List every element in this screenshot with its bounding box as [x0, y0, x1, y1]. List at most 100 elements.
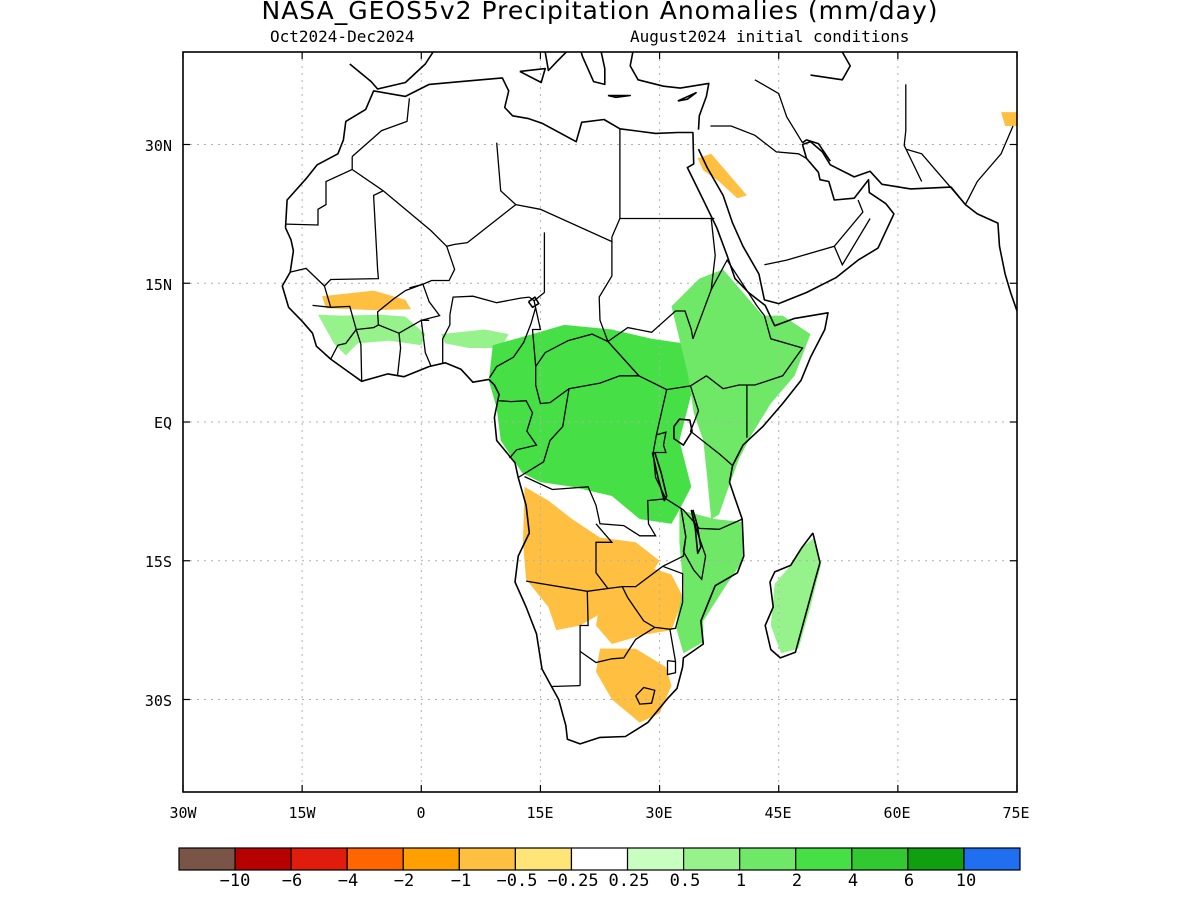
chart-title: NASA_GEOS5v2 Precipitation Anomalies (mm…	[261, 0, 939, 25]
west-africa-coast-wet-area	[318, 314, 426, 356]
border-algeria-mali	[351, 168, 517, 248]
border-niger-chad	[528, 232, 546, 302]
country-borders	[286, 79, 1014, 705]
border-ethiopia-somalia	[746, 306, 804, 386]
zambia-zimbabwe-dry-area	[596, 565, 684, 644]
border-ethiopia-kenya	[706, 375, 747, 390]
red-sea-dry-area	[1001, 112, 1017, 126]
border-congo-drc	[517, 388, 570, 479]
colorbar-swatch	[458, 847, 516, 871]
border-namibia-botswana	[579, 591, 589, 686]
greece-turkey-coast	[580, 52, 710, 130]
colorbar-swatch	[682, 847, 741, 871]
border-togo-ghana	[420, 319, 432, 366]
colorbar-label: 10	[955, 871, 977, 891]
colorbar-swatch	[402, 847, 460, 871]
border-iran-afghan	[903, 84, 923, 182]
africa-coastline	[281, 77, 829, 745]
colorbar-label: 6	[903, 871, 915, 891]
colorbar-swatch	[851, 847, 909, 871]
colorbar-swatch	[907, 847, 965, 871]
border-saudi-yemen	[764, 199, 864, 266]
colorbar-swatch	[626, 847, 685, 871]
border-nigeria-benin	[442, 314, 451, 363]
border-chad-sudan	[598, 241, 613, 342]
cyprus-coast	[677, 91, 697, 102]
border-arabia-borders	[710, 125, 807, 159]
border-botswana-south	[579, 626, 656, 664]
lon-label-45e: 45E	[764, 804, 792, 822]
colorbar-swatch	[795, 847, 853, 871]
border-rwanda-burundi	[653, 431, 667, 454]
colorbar-label: 0.5	[669, 871, 701, 891]
central-africa-wet-area	[488, 324, 700, 524]
border-guinea-north	[312, 304, 331, 308]
colorbar-label: 0.25	[608, 871, 650, 891]
border-senegal-mali	[290, 267, 332, 308]
lon-label-60e: 60E	[883, 804, 911, 822]
border-nigeria-cameroon	[489, 307, 537, 378]
colorbar-swatch	[346, 847, 404, 871]
sicily-coast	[519, 67, 547, 84]
border-car-borders	[535, 333, 641, 405]
lat-label-15s: 15S	[144, 553, 172, 571]
colorbar-swatch	[514, 847, 573, 871]
border-ghana-ivory	[396, 333, 402, 376]
colorbar-label: 1	[735, 871, 747, 891]
lon-label-15e: 15E	[526, 804, 554, 822]
lon-label-0: 0	[416, 804, 426, 822]
colorbar-swatch	[570, 847, 629, 871]
colorbar-swatch	[963, 847, 1021, 871]
border-pakistan-india	[905, 125, 1014, 206]
colorbar-label: −6	[281, 871, 303, 891]
south-africa-dry-area	[627, 671, 652, 695]
mozambique-wet-area	[675, 509, 743, 654]
lon-label-30w: 30W	[169, 804, 197, 822]
lat-label-15n: 15N	[144, 276, 172, 294]
border-sudan-ethiopia	[692, 218, 716, 340]
lake-chad	[527, 296, 540, 309]
border-libya-egypt	[611, 128, 621, 238]
crete-coast	[607, 94, 632, 99]
forecast-period: Oct2024-Dec2024	[270, 27, 415, 46]
west-africa-coast-wet-area	[441, 329, 509, 348]
border-uganda-kenya-tanzania	[689, 385, 734, 466]
border-libya-algeria	[496, 142, 517, 206]
east-africa-wet-area	[671, 269, 811, 520]
colorbar-swatch	[290, 847, 348, 871]
anomaly-layer	[318, 112, 1017, 723]
colorbar-label: 4	[847, 871, 859, 891]
border-eswatini	[666, 659, 677, 676]
border-drc-east	[524, 389, 668, 537]
lat-label-30s: 30S	[144, 692, 172, 710]
grid-lines	[183, 52, 1017, 792]
colorbar-swatch	[178, 847, 236, 871]
colorbar-label: −4	[337, 871, 359, 891]
border-libya-niger-chad	[515, 203, 613, 243]
colorbar	[178, 847, 1021, 871]
colorbar-label: 2	[791, 871, 803, 891]
border-chad-cameroon	[531, 300, 542, 367]
border-mauritania-north	[286, 156, 353, 226]
border-mauritania-mali	[323, 190, 384, 287]
border-mozambique-zimbabwe	[662, 565, 684, 630]
italy-coast	[543, 52, 568, 72]
border-tanzania-south	[665, 498, 743, 530]
border-sudan-southsudan	[607, 310, 694, 343]
border-mali-niger	[409, 246, 456, 289]
axis-ticks	[182, 52, 1018, 792]
lat-label-eq: EQ	[153, 414, 172, 432]
colorbar-label: −0.5	[496, 871, 538, 891]
border-oman	[833, 218, 871, 267]
border-malawi	[680, 507, 707, 581]
border-niger-nigeria	[449, 295, 530, 315]
caspian-edge	[810, 52, 852, 81]
lon-label-15w: 15W	[288, 804, 316, 822]
border-namibia-south	[551, 684, 581, 688]
persian-gulf-north	[802, 139, 831, 162]
arabia-coastline	[697, 140, 1017, 312]
lat-label-30n: 30N	[144, 137, 172, 155]
lon-label-75e: 75E	[1002, 804, 1030, 822]
lon-label-30e: 30E	[645, 804, 673, 822]
